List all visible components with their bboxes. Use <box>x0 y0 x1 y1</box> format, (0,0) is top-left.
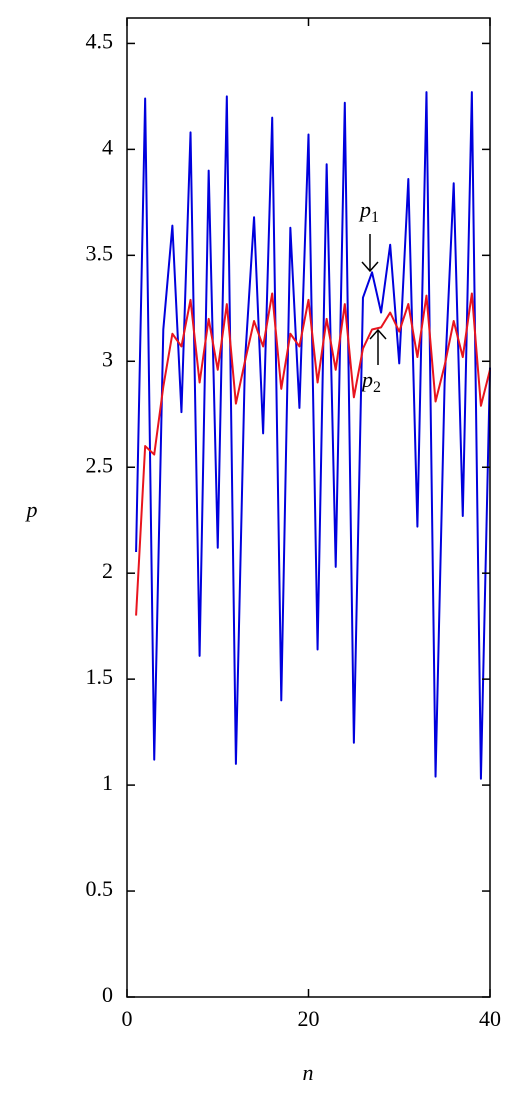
annotation-subscript: 1 <box>371 209 379 226</box>
series-line <box>135 91 491 780</box>
x-tick-label: 0 <box>122 1006 133 1031</box>
y-tick-label: 4.5 <box>86 28 114 53</box>
y-tick-label: 1 <box>102 770 113 795</box>
arrow-head <box>369 328 387 340</box>
y-tick-label: 2 <box>102 558 113 583</box>
x-tick-label: 40 <box>479 1006 501 1031</box>
x-tick-label: 20 <box>298 1006 320 1031</box>
annotation-label: p <box>360 367 373 392</box>
y-tick-label: 3 <box>102 346 113 371</box>
annotation-label: p <box>358 197 371 222</box>
x-axis-label: n <box>303 1060 314 1085</box>
y-tick-label: 1.5 <box>86 664 114 689</box>
y-tick-label: 2.5 <box>86 452 114 477</box>
annotation: p2 <box>360 367 381 396</box>
annotation-subscript: 2 <box>373 379 381 396</box>
series-line <box>135 292 491 616</box>
y-tick-label: 0 <box>102 982 113 1007</box>
arrows <box>361 234 387 365</box>
arrow-head <box>361 261 379 273</box>
y-tick-label: 4 <box>102 134 113 159</box>
y-axis-label: p <box>25 497 38 522</box>
annotation: p1 <box>358 197 379 226</box>
y-tick-label: 0.5 <box>86 876 114 901</box>
y-tick-label: 3.5 <box>86 240 114 265</box>
